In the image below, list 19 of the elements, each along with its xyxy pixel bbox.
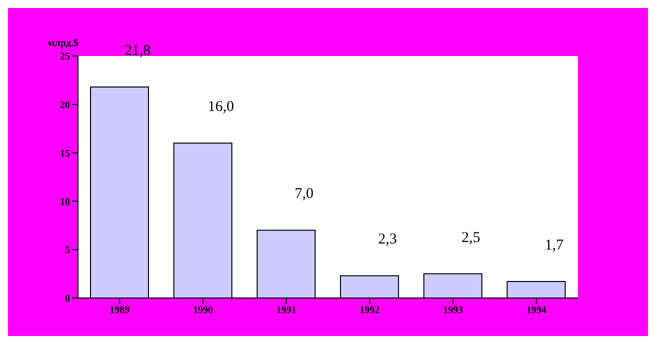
x-tick-label: 1989 bbox=[110, 305, 130, 316]
data-label: 2,5 bbox=[461, 230, 480, 246]
y-tick-label: 20 bbox=[60, 100, 70, 111]
data-label: 2,3 bbox=[378, 232, 397, 248]
x-tick-label: 1991 bbox=[276, 305, 296, 316]
y-tick-label: 0 bbox=[65, 294, 70, 305]
y-axis-title: млрд.$ bbox=[48, 38, 78, 49]
data-label: 7,0 bbox=[294, 186, 314, 202]
y-tick-label: 5 bbox=[65, 245, 70, 256]
y-tick-label: 25 bbox=[60, 52, 70, 63]
data-label: 1,7 bbox=[544, 238, 564, 254]
data-label: 16,0 bbox=[208, 99, 234, 116]
x-tick-label: 1992 bbox=[360, 305, 380, 316]
x-tick-label: 1994 bbox=[526, 305, 546, 316]
data-label: 21,8 bbox=[124, 42, 151, 59]
x-tick-label: 1990 bbox=[193, 305, 213, 316]
x-tick-label: 1993 bbox=[443, 305, 463, 316]
y-tick-label: 15 bbox=[60, 148, 70, 160]
y-tick-label: 10 bbox=[60, 196, 70, 208]
